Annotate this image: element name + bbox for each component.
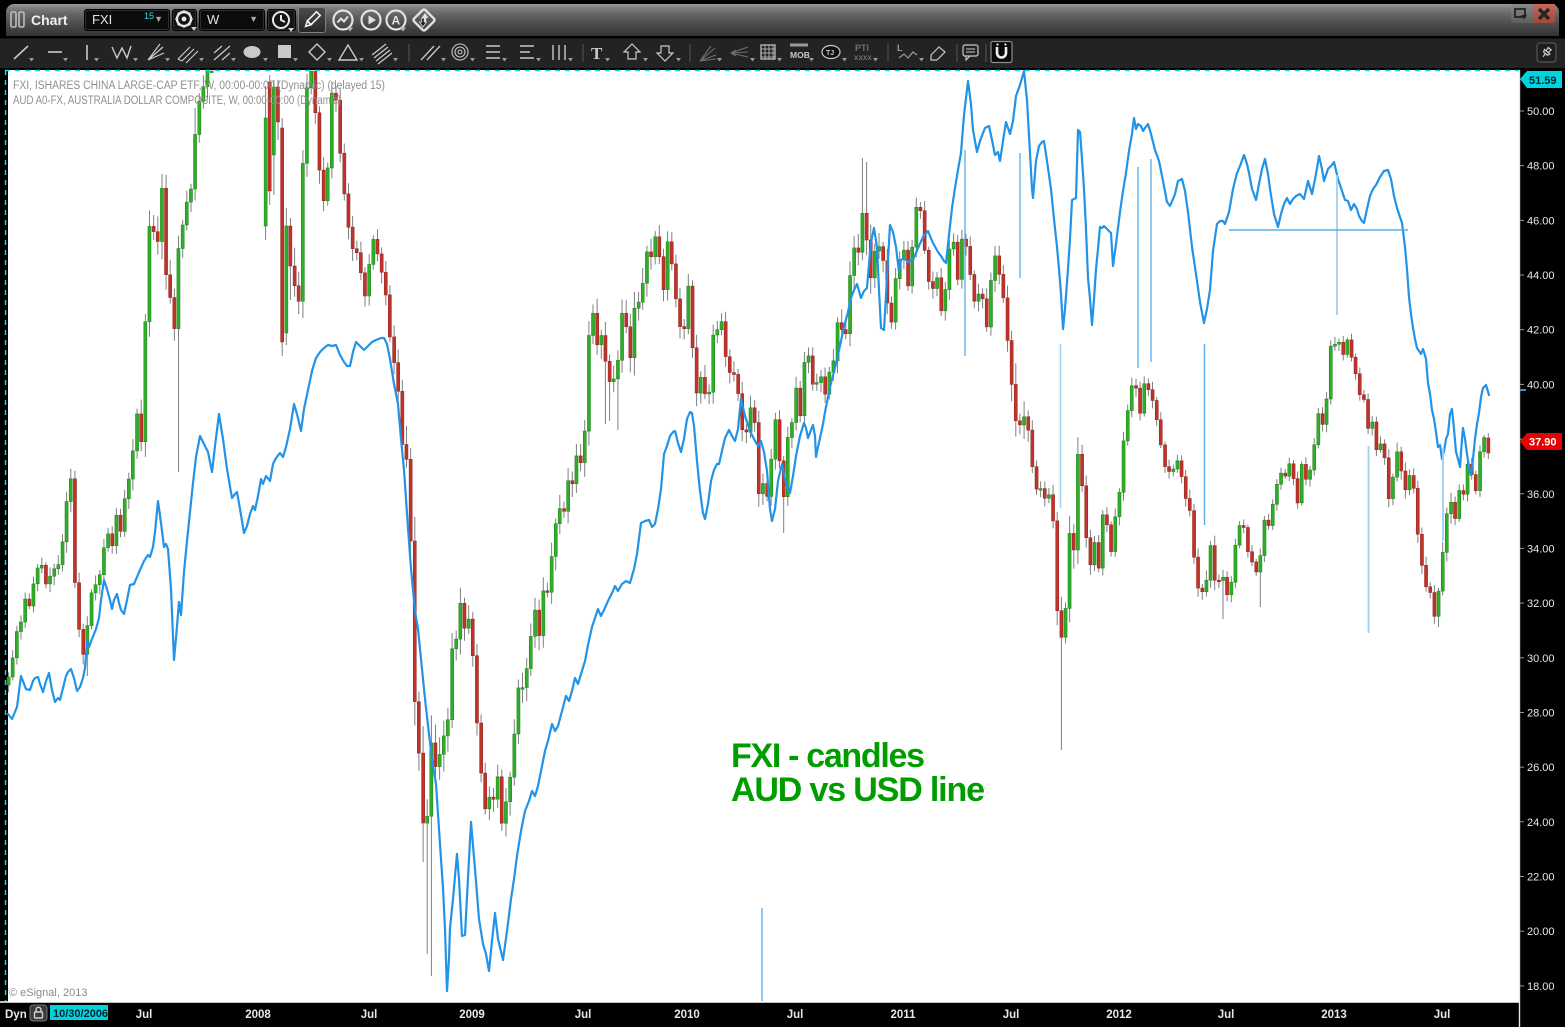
- svg-text:2009: 2009: [459, 1009, 485, 1021]
- svg-text:44.00: 44.00: [1527, 270, 1555, 282]
- svg-text:22.00: 22.00: [1527, 872, 1555, 884]
- svg-text:xxxx: xxxx: [854, 53, 872, 62]
- svg-text:32.00: 32.00: [1527, 598, 1555, 610]
- svg-text:AUD A0-FX, AUSTRALIA DOLLAR CO: AUD A0-FX, AUSTRALIA DOLLAR COMPOSITE, W…: [13, 95, 341, 107]
- svg-text:Jul: Jul: [1003, 1009, 1020, 1021]
- svg-text:37.90: 37.90: [1529, 437, 1557, 449]
- svg-text:28.00: 28.00: [1527, 708, 1555, 720]
- svg-text:FXI, ISHARES CHINA LARGE-CAP E: FXI, ISHARES CHINA LARGE-CAP ETF, W, 00:…: [13, 80, 385, 92]
- svg-text:2008: 2008: [245, 1009, 271, 1021]
- svg-text:2011: 2011: [891, 1009, 917, 1021]
- svg-text:36.00: 36.00: [1527, 489, 1555, 501]
- svg-text:50.00: 50.00: [1527, 106, 1555, 118]
- svg-text:24.00: 24.00: [1527, 817, 1555, 829]
- svg-text:© eSignal, 2013: © eSignal, 2013: [9, 987, 87, 999]
- svg-text:10/30/2006: 10/30/2006: [53, 1008, 108, 1020]
- svg-text:L: L: [897, 43, 903, 53]
- svg-text:Chart: Chart: [31, 12, 68, 28]
- svg-text:T: T: [591, 44, 603, 63]
- svg-text:26.00: 26.00: [1527, 762, 1555, 774]
- svg-text:Jul: Jul: [1434, 1009, 1451, 1021]
- svg-text:30.00: 30.00: [1527, 653, 1555, 665]
- svg-text:2012: 2012: [1106, 1009, 1132, 1021]
- svg-text:PTI: PTI: [855, 43, 869, 53]
- svg-text:Jul: Jul: [361, 1009, 378, 1021]
- svg-text:42.00: 42.00: [1527, 325, 1555, 337]
- svg-text:FXI - candles: FXI - candles: [731, 737, 925, 775]
- svg-text:46.00: 46.00: [1527, 215, 1555, 227]
- svg-text:Jul: Jul: [787, 1009, 804, 1021]
- svg-text:40.00: 40.00: [1527, 379, 1555, 391]
- svg-text:48.00: 48.00: [1527, 161, 1555, 173]
- svg-text:2013: 2013: [1321, 1009, 1347, 1021]
- svg-text:Jul: Jul: [1218, 1009, 1235, 1021]
- svg-text:TJ: TJ: [826, 50, 834, 57]
- svg-text:A: A: [392, 14, 401, 28]
- svg-text:Dyn: Dyn: [5, 1009, 27, 1021]
- svg-text:34.00: 34.00: [1527, 543, 1555, 555]
- svg-text:2010: 2010: [674, 1009, 700, 1021]
- svg-text:51.59: 51.59: [1529, 75, 1557, 87]
- svg-text:AUD vs USD line: AUD vs USD line: [731, 771, 985, 809]
- svg-text:20.00: 20.00: [1527, 926, 1555, 938]
- svg-text:MOB: MOB: [790, 50, 810, 60]
- svg-text:18.00: 18.00: [1527, 981, 1555, 993]
- svg-text:Jul: Jul: [575, 1009, 592, 1021]
- svg-text:Jul: Jul: [136, 1009, 153, 1021]
